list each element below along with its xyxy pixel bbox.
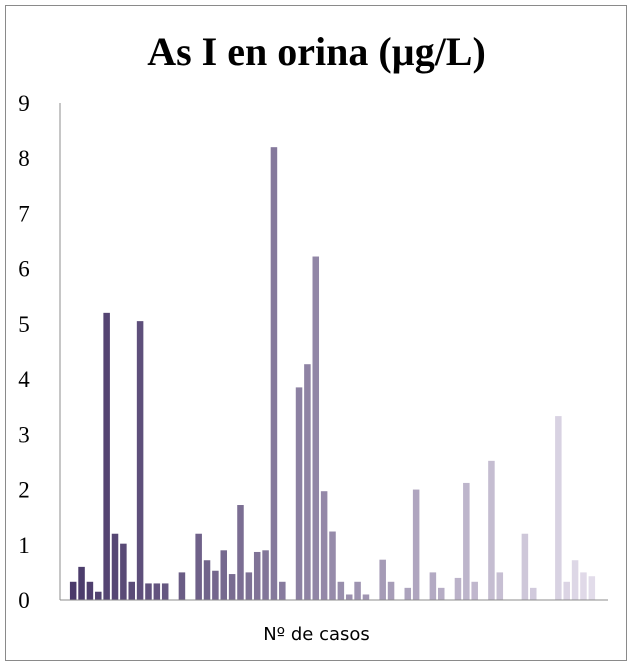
bar bbox=[262, 550, 269, 600]
bar bbox=[195, 533, 202, 600]
bar bbox=[136, 321, 144, 600]
bar bbox=[153, 583, 161, 600]
bar bbox=[304, 364, 311, 600]
bar bbox=[588, 576, 596, 600]
bar bbox=[279, 581, 286, 600]
y-tick-label: 4 bbox=[18, 367, 30, 392]
bar bbox=[120, 543, 127, 600]
bar bbox=[387, 581, 395, 600]
bar bbox=[145, 583, 152, 600]
bar bbox=[530, 587, 537, 600]
y-tick-label: 1 bbox=[18, 533, 30, 558]
bar bbox=[454, 577, 462, 600]
bar bbox=[270, 147, 278, 600]
bar bbox=[161, 583, 169, 600]
bar bbox=[111, 533, 119, 600]
bar bbox=[78, 566, 85, 600]
bar bbox=[128, 581, 135, 600]
y-tick-label: 6 bbox=[18, 257, 30, 282]
bar bbox=[362, 594, 370, 600]
bar bbox=[228, 574, 236, 600]
bar bbox=[580, 572, 587, 600]
bar bbox=[345, 594, 353, 600]
y-tick-label: 9 bbox=[18, 91, 30, 116]
bar bbox=[555, 416, 562, 600]
bar bbox=[429, 572, 437, 600]
bar bbox=[237, 505, 244, 600]
bar bbox=[471, 581, 478, 600]
bar bbox=[379, 559, 386, 600]
bar bbox=[312, 256, 320, 600]
bar bbox=[488, 460, 495, 600]
bar bbox=[320, 491, 328, 600]
bar bbox=[212, 570, 219, 600]
y-tick-label: 8 bbox=[18, 146, 30, 171]
y-tick-label: 5 bbox=[18, 312, 30, 337]
bar bbox=[95, 591, 102, 600]
bar bbox=[521, 533, 529, 600]
bar bbox=[178, 572, 186, 600]
bar bbox=[412, 489, 420, 600]
bar bbox=[463, 482, 470, 600]
bar bbox=[69, 581, 77, 600]
bar bbox=[295, 387, 303, 600]
bar bbox=[496, 572, 504, 600]
bar bbox=[220, 550, 228, 600]
bar bbox=[245, 572, 253, 600]
bar bbox=[329, 531, 336, 600]
bar bbox=[437, 587, 445, 600]
bar bbox=[253, 551, 261, 600]
y-tick-label: 0 bbox=[18, 588, 30, 613]
bar bbox=[571, 560, 579, 600]
chart-title: As I en orina (µg/L) bbox=[147, 29, 486, 74]
y-tick-label: 2 bbox=[18, 478, 30, 503]
y-tick-label: 7 bbox=[18, 201, 30, 226]
y-tick-label: 3 bbox=[18, 422, 30, 447]
bar bbox=[103, 312, 110, 600]
bar bbox=[354, 581, 361, 600]
bar bbox=[203, 560, 211, 600]
x-axis-label: Nº de casos bbox=[263, 624, 370, 645]
bar bbox=[563, 581, 570, 600]
bar bbox=[86, 581, 94, 600]
bar bbox=[337, 581, 345, 600]
bar bbox=[404, 587, 412, 600]
